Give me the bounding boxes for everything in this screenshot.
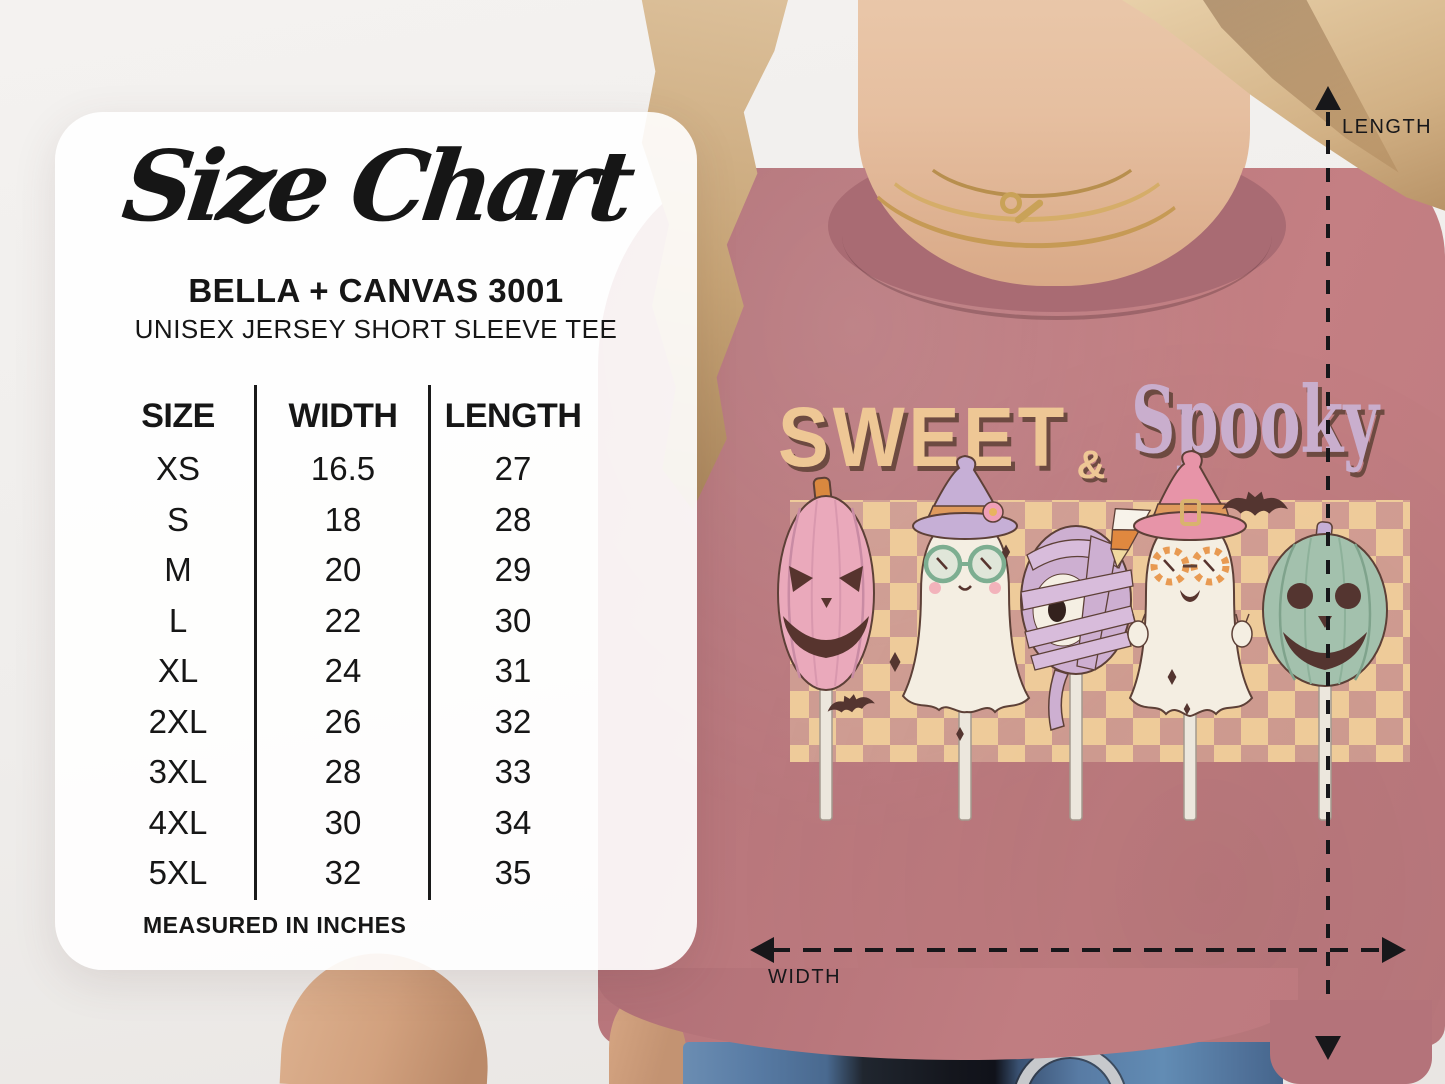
size-chart-title: Size Chart — [117, 129, 636, 243]
svg-text:&: & — [1080, 447, 1109, 491]
width-cell: 16.5 — [310, 450, 376, 488]
size-table-header: SIZE WIDTH LENGTH — [100, 388, 596, 444]
column-header-width: WIDTH — [288, 396, 398, 435]
necklace-chain-mid — [872, 72, 1182, 222]
column-header-length: LENGTH — [444, 396, 582, 435]
size-cell: 4XL — [148, 803, 208, 841]
measurement-unit-note: MEASURED IN INCHES — [143, 912, 407, 938]
width-arrow-right-icon — [1382, 937, 1406, 963]
table-row: 2XL 26 32 — [100, 697, 596, 748]
table-divider-1 — [254, 385, 257, 900]
table-row: XS 16.5 27 — [100, 444, 596, 495]
length-cell: 28 — [494, 500, 532, 538]
lollipop-sticks — [819, 669, 1332, 821]
size-cell: 2XL — [148, 702, 208, 740]
size-table-rows: XS 16.5 27 S 18 28 M 20 29 L 22 30 XL — [100, 444, 596, 899]
length-cell: 27 — [494, 450, 532, 488]
graphic-word-spooky: Spooky — [1131, 366, 1381, 474]
table-divider-2 — [428, 385, 431, 900]
size-cell: 5XL — [148, 854, 208, 892]
length-cell: 29 — [494, 551, 532, 589]
necklace-toggle-ring — [1000, 192, 1022, 214]
width-label: WIDTH — [768, 966, 842, 988]
length-label: LENGTH — [1342, 116, 1433, 138]
width-cell: 20 — [324, 551, 362, 589]
pink-pumpkin-lollipop-icon — [777, 476, 875, 691]
table-row: 5XL 32 35 — [100, 848, 596, 899]
size-cell: M — [164, 551, 192, 589]
table-row: XL 24 31 — [100, 646, 596, 697]
green-pumpkin-lollipop-icon — [1262, 521, 1388, 687]
shirt-graphic: SWEET SWEET & & Spooky Spooky — [777, 366, 1410, 821]
table-row: S 18 28 — [100, 495, 596, 546]
width-cell: 26 — [324, 702, 362, 740]
graphic-ampersand: & — [1077, 443, 1106, 487]
width-cell: 24 — [324, 652, 362, 690]
size-cell: 3XL — [148, 753, 208, 791]
width-cell: 32 — [324, 854, 362, 892]
column-header-size: SIZE — [141, 396, 215, 435]
length-arrow-down-icon — [1315, 1036, 1341, 1060]
size-cell: XS — [155, 450, 201, 488]
table-row: L 22 30 — [100, 596, 596, 647]
width-cell: 18 — [324, 500, 362, 538]
svg-text:SWEET: SWEET — [782, 395, 1072, 489]
table-row: M 20 29 — [100, 545, 596, 596]
length-cell: 33 — [494, 753, 532, 791]
table-row: 4XL 30 34 — [100, 798, 596, 849]
length-cell: 30 — [494, 601, 532, 639]
graphic-headline: SWEET SWEET & & Spooky Spooky — [778, 366, 1385, 491]
width-cell: 30 — [324, 803, 362, 841]
size-table: SIZE WIDTH LENGTH XS 16.5 27 S 18 28 M 2… — [100, 388, 596, 899]
length-measure-line — [1326, 112, 1330, 1008]
necklace-chain-short — [912, 80, 1152, 198]
width-cell: 28 — [324, 753, 362, 791]
length-cell: 31 — [494, 652, 532, 690]
size-chart-card: Size Chart BELLA + CANVAS 3001 UNISEX JE… — [55, 112, 697, 970]
tshirt-right-side — [1270, 1000, 1432, 1084]
size-cell: XL — [157, 652, 199, 690]
brand-name: BELLA + CANVAS 3001 — [188, 272, 564, 309]
product-name: UNISEX JERSEY SHORT SLEEVE TEE — [134, 314, 618, 344]
ghost-witch-hat-lollipop-icon — [901, 454, 1031, 714]
length-arrow-up-icon — [1315, 86, 1341, 110]
ghost-pink-hat-lollipop-icon — [1127, 449, 1254, 718]
size-cell: L — [168, 601, 188, 639]
length-cell: 35 — [494, 854, 532, 892]
width-measure-line — [772, 948, 1384, 952]
collar-seam — [842, 152, 1272, 320]
mummy-lollipop-icon — [1020, 507, 1152, 731]
svg-text:Spooky: Spooky — [1135, 371, 1385, 479]
size-cell: S — [166, 500, 189, 538]
width-cell: 22 — [324, 601, 362, 639]
table-row: 3XL 28 33 — [100, 747, 596, 798]
width-arrow-left-icon — [750, 937, 774, 963]
length-cell: 34 — [494, 803, 532, 841]
length-cell: 32 — [494, 702, 532, 740]
graphic-word-sweet: SWEET — [778, 390, 1068, 484]
